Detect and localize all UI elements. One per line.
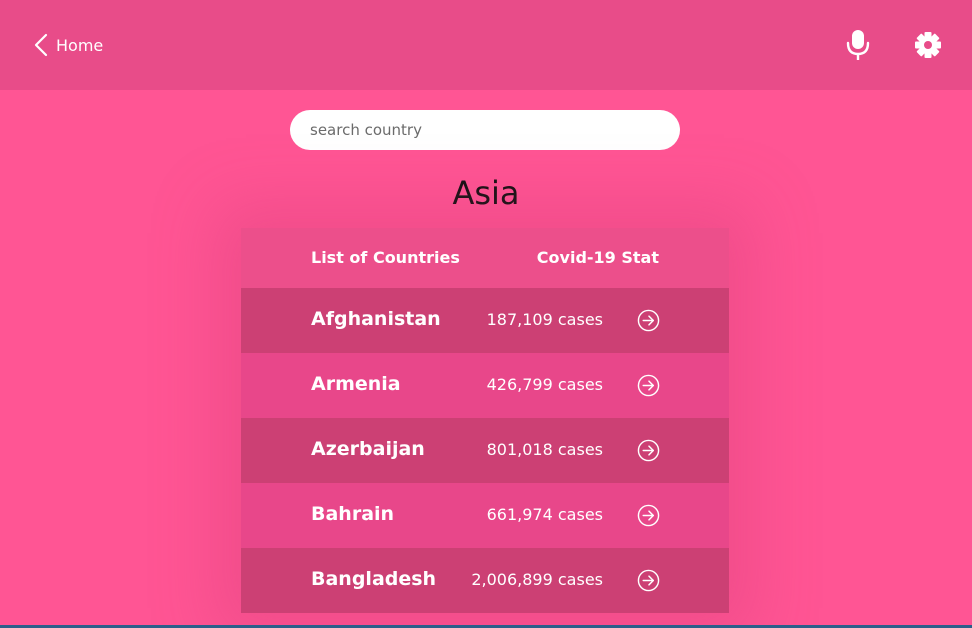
app-header: Home	[0, 0, 972, 90]
country-table: List of Countries Covid-19 Stat Afghanis…	[241, 228, 729, 613]
table-row[interactable]: Bangladesh 2,006,899 cases	[241, 548, 729, 613]
chevron-left-icon	[34, 33, 48, 57]
arrow-right-circle-icon[interactable]	[637, 569, 660, 592]
arrow-right-circle-icon[interactable]	[637, 374, 660, 397]
arrow-right-circle-icon[interactable]	[637, 309, 660, 332]
arrow-right-circle-icon[interactable]	[637, 439, 660, 462]
case-count: 426,799 cases	[486, 375, 603, 394]
case-count: 2,006,899 cases	[471, 570, 603, 589]
back-label: Home	[56, 35, 104, 55]
country-name: Azerbaijan	[311, 438, 425, 460]
table-row[interactable]: Bahrain 661,974 cases	[241, 483, 729, 548]
region-title: Asia	[452, 174, 520, 212]
country-name: Bahrain	[311, 503, 395, 525]
country-name: Afghanistan	[311, 308, 441, 330]
table-row[interactable]: Afghanistan 187,109 cases	[241, 288, 729, 353]
column-header-stat: Covid-19 Stat	[536, 248, 659, 267]
search-input[interactable]	[290, 110, 680, 150]
table-row[interactable]: Armenia 426,799 cases	[241, 353, 729, 418]
table-row[interactable]: Azerbaijan 801,018 cases	[241, 418, 729, 483]
country-name: Armenia	[311, 373, 401, 395]
column-header-countries: List of Countries	[311, 248, 460, 267]
back-button[interactable]: Home	[32, 30, 103, 60]
window-bottom-edge	[0, 625, 972, 628]
gear-icon[interactable]	[913, 28, 943, 62]
case-count: 801,018 cases	[486, 440, 603, 459]
table-header: List of Countries Covid-19 Stat	[241, 228, 729, 288]
microphone-icon[interactable]	[843, 28, 873, 62]
case-count: 661,974 cases	[486, 505, 603, 524]
arrow-right-circle-icon[interactable]	[637, 504, 660, 527]
country-name: Bangladesh	[311, 568, 437, 590]
case-count: 187,109 cases	[486, 310, 603, 329]
